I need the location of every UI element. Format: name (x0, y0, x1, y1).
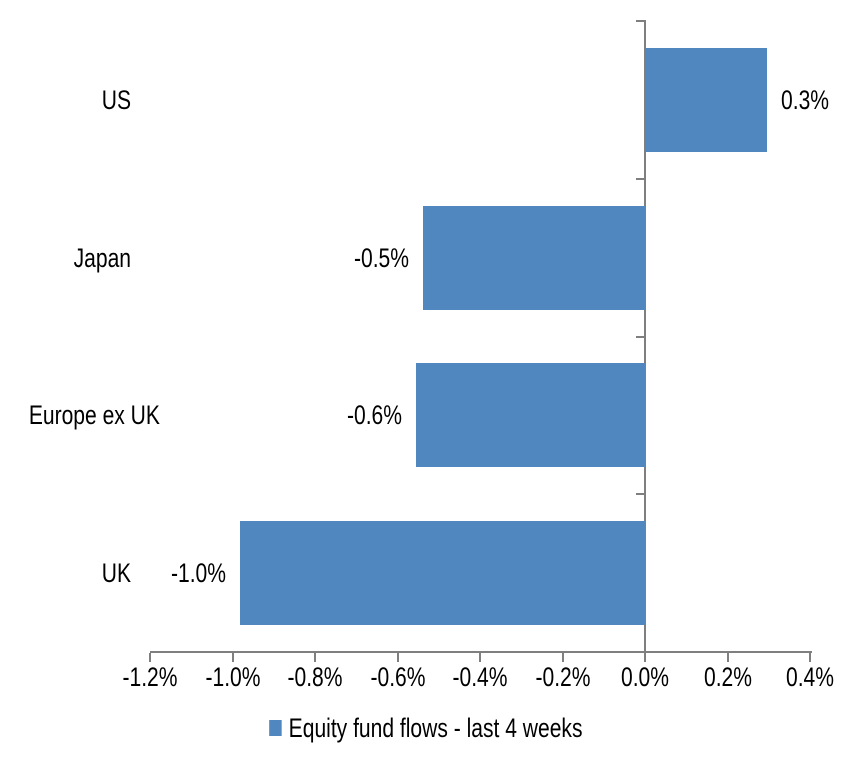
x-axis-tick (149, 653, 151, 662)
x-axis-tick (644, 653, 646, 662)
x-axis-tick (231, 653, 234, 662)
category-axis-tick (636, 20, 646, 22)
category-label-europe-ex-uk: Europe ex UK (28, 400, 160, 431)
x-axis-tick (726, 653, 729, 662)
x-axis-tick-label: -0.6% (369, 662, 426, 692)
x-axis-tick-label: -0.2% (534, 662, 591, 692)
category-label-us: US (101, 84, 131, 115)
data-label-uk: -1.0% (170, 558, 226, 589)
legend-series-marker-icon (269, 720, 282, 736)
x-axis-tick-label: -1.2% (122, 662, 178, 692)
bar-japan (423, 205, 645, 310)
bar-uk (239, 521, 645, 626)
category-axis-tick (636, 177, 646, 180)
data-label-europe-ex-uk: -0.6% (347, 400, 403, 431)
bar-europe-ex-uk (416, 363, 645, 468)
legend-item: Equity fund flows - last 4 weeks (269, 713, 583, 743)
x-axis-tick-label: 0.0% (620, 662, 669, 692)
x-axis-tick-label: -1.0% (204, 662, 261, 692)
category-axis-tick (636, 493, 646, 496)
data-label-japan: -0.5% (354, 242, 410, 273)
x-axis-tick-label: -0.8% (287, 662, 343, 692)
legend-series-label: Equity fund flows - last 4 weeks (288, 713, 583, 743)
x-axis-tick (809, 653, 811, 662)
x-axis-tick-label: -0.4% (452, 662, 508, 692)
data-label-us: 0.3% (781, 84, 830, 115)
x-axis-tick (561, 653, 564, 662)
category-label-japan: Japan (73, 242, 131, 273)
x-axis-tick-label: 0.2% (703, 662, 752, 692)
x-axis-tick-label: 0.4% (785, 662, 834, 692)
x-axis-tick (396, 653, 399, 662)
x-axis-line (150, 651, 812, 653)
bar-us (645, 47, 768, 152)
category-label-uk: UK (101, 558, 131, 589)
x-axis-tick (314, 653, 316, 662)
x-axis-tick (479, 653, 481, 662)
category-axis-tick (636, 335, 646, 338)
legend: Equity fund flows - last 4 weeks (0, 714, 852, 742)
